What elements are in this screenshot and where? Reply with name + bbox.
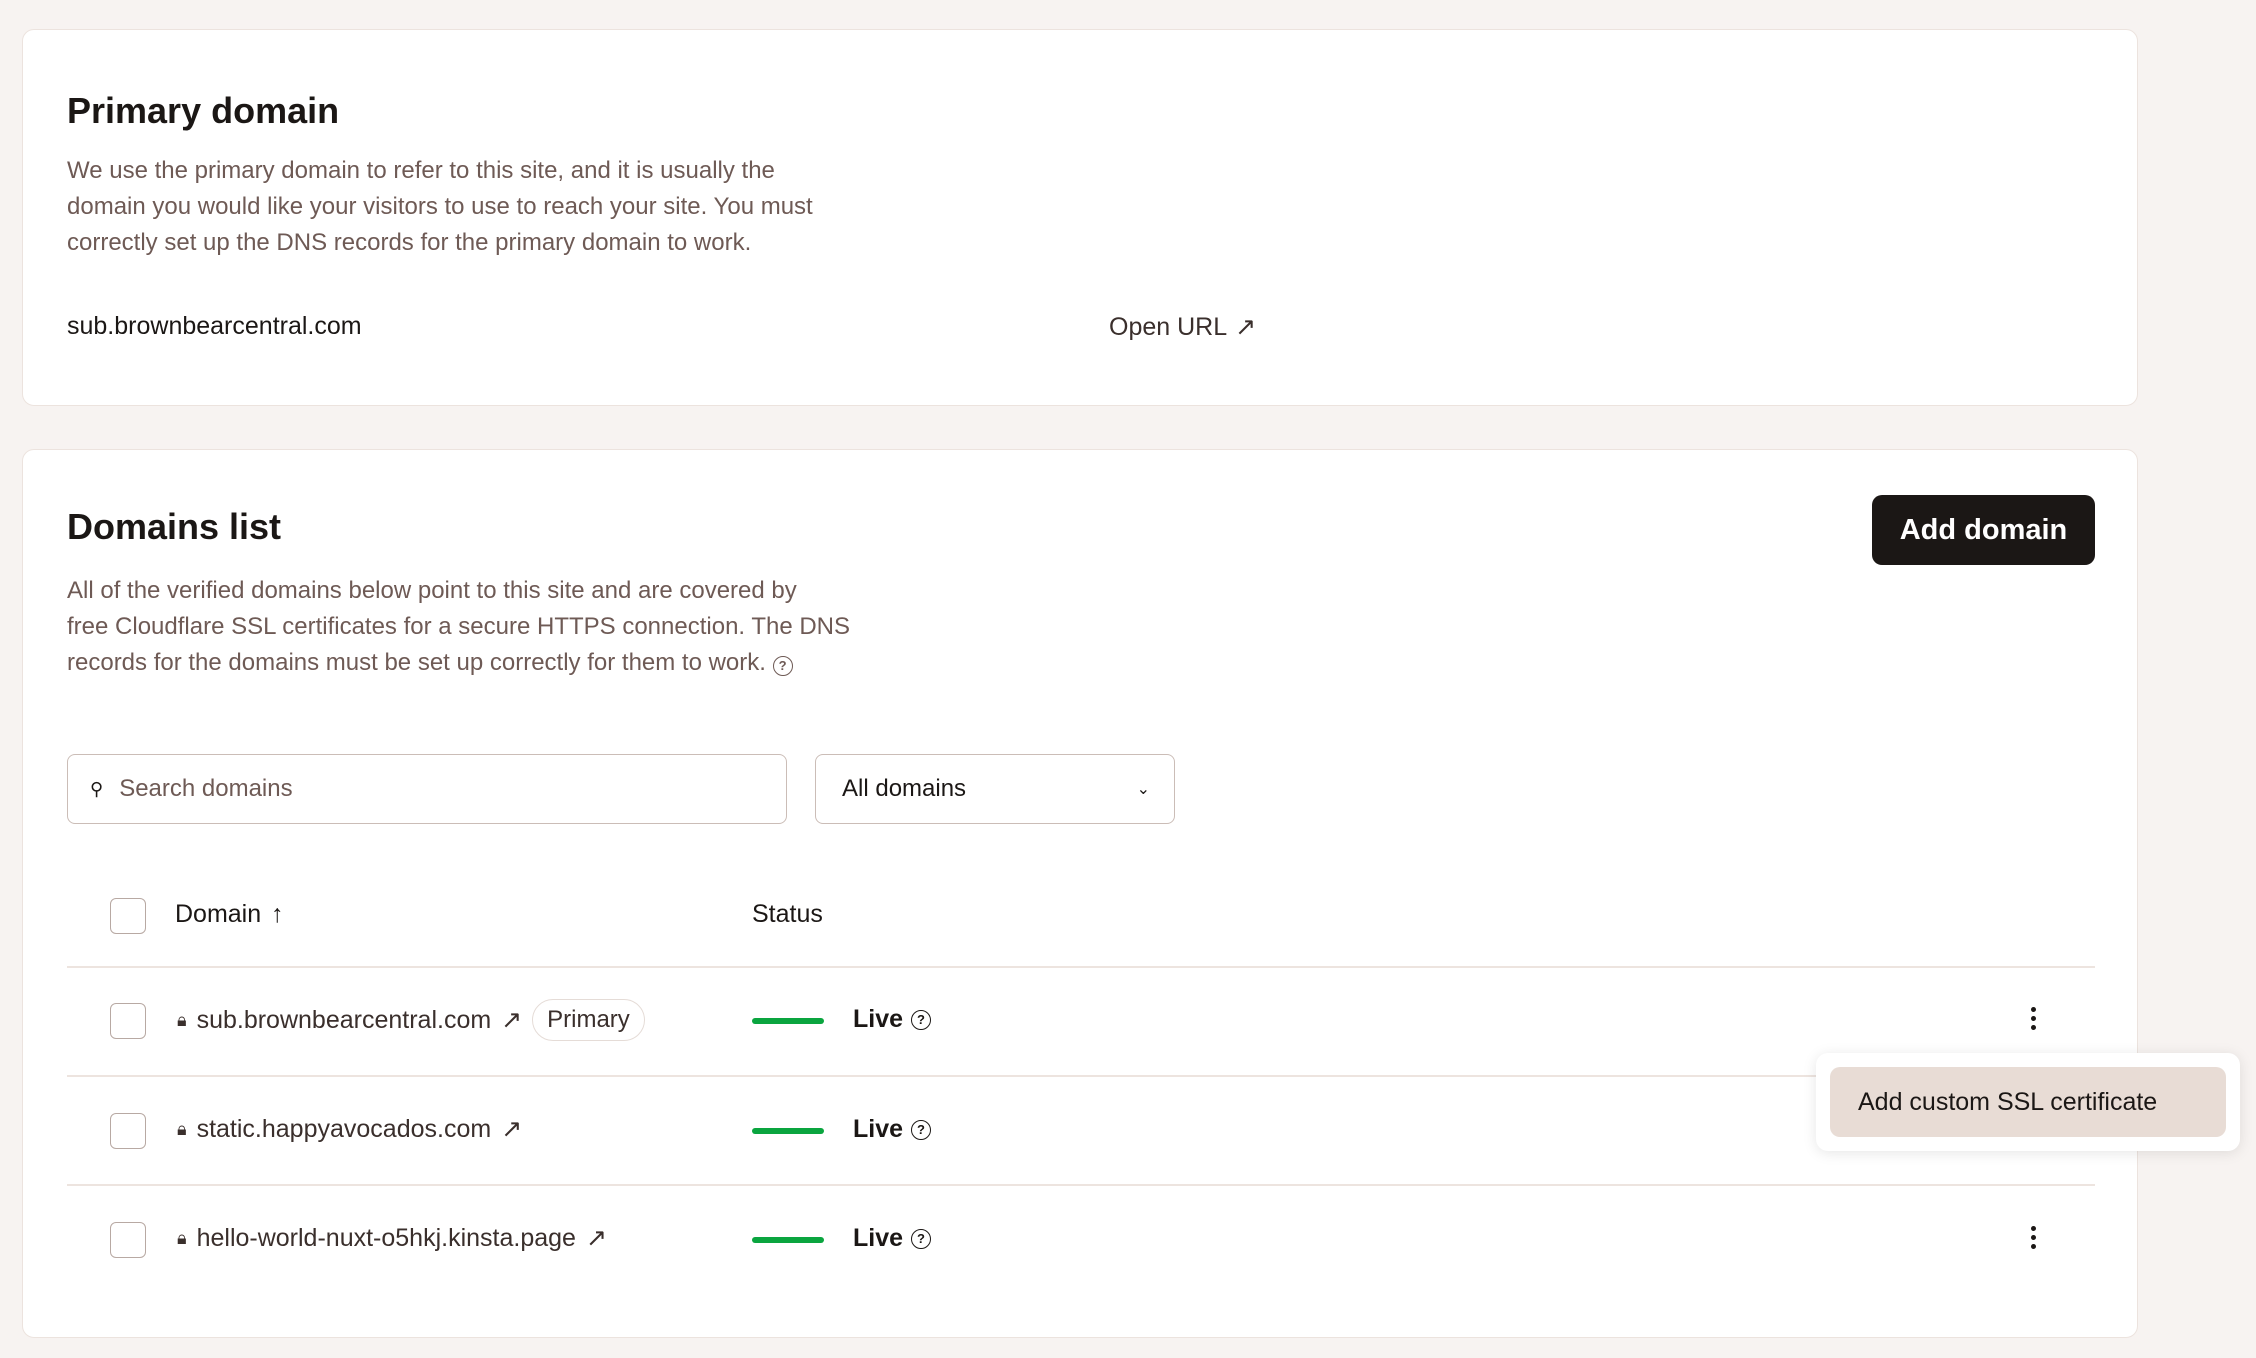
table-row: 🔒︎ static.happyavocados.com ↗ xyxy=(177,1114,522,1144)
search-icon: ⚲ xyxy=(90,778,104,799)
desc-line: All of the verified domains below point … xyxy=(67,577,797,604)
lock-icon: 🔒︎ xyxy=(177,1009,187,1030)
more-options-icon[interactable] xyxy=(2023,1226,2043,1249)
status-bar xyxy=(752,1018,824,1024)
more-options-icon[interactable] xyxy=(2023,1007,2043,1030)
desc-line: domain you would like your visitors to u… xyxy=(67,193,813,220)
open-url-link[interactable]: Open URL ↗ xyxy=(1109,312,1256,342)
add-domain-button[interactable]: Add domain xyxy=(1872,495,2095,565)
primary-domain-value: sub.brownbearcentral.com xyxy=(67,312,362,340)
desc-text: records for the domains must be set up c… xyxy=(67,649,766,676)
status-text: Live xyxy=(853,1224,904,1252)
row-checkbox[interactable] xyxy=(110,1222,146,1258)
status-bar xyxy=(752,1237,824,1243)
domain-link[interactable]: sub.brownbearcentral.com xyxy=(196,1005,492,1034)
divider xyxy=(67,1184,2095,1186)
search-placeholder: Search domains xyxy=(119,775,293,802)
primary-badge: Primary xyxy=(532,999,645,1041)
domains-list-description: All of the verified domains below point … xyxy=(67,573,1027,681)
desc-line: We use the primary domain to refer to th… xyxy=(67,157,775,184)
row-actions-menu: Add custom SSL certificate xyxy=(1816,1053,2240,1151)
domains-list-card: Domains list Add domain All of the verif… xyxy=(22,449,2138,1338)
domain-header-label: Domain xyxy=(175,900,262,928)
status-text: Live xyxy=(853,1115,904,1143)
row-checkbox[interactable] xyxy=(110,1003,146,1039)
status-text: Live xyxy=(853,1005,904,1033)
primary-domain-title: Primary domain xyxy=(67,90,340,131)
help-icon[interactable]: ? xyxy=(911,1228,932,1249)
lock-icon: 🔒︎ xyxy=(177,1118,187,1139)
row-checkbox[interactable] xyxy=(110,1113,146,1149)
desc-line: free Cloudflare SSL certificates for a s… xyxy=(67,613,851,640)
status-live: Live? xyxy=(853,1115,932,1144)
divider xyxy=(67,1075,2095,1077)
sort-arrow-icon: ↑ xyxy=(271,900,284,928)
divider xyxy=(67,966,2095,968)
external-link-icon: ↗ xyxy=(1235,313,1257,341)
desc-line: correctly set up the DNS records for the… xyxy=(67,229,752,256)
chevron-down-icon: ⌄ xyxy=(1136,781,1150,798)
column-header-status: Status xyxy=(752,900,823,928)
help-icon[interactable]: ? xyxy=(772,656,793,676)
column-header-domain[interactable]: Domain ↑ xyxy=(175,900,284,929)
domains-list-title: Domains list xyxy=(67,506,282,547)
domain-link[interactable]: hello-world-nuxt-o5hkj.kinsta.page xyxy=(196,1223,576,1252)
external-link-icon[interactable]: ↗ xyxy=(585,1224,607,1252)
search-input[interactable]: ⚲ Search domains xyxy=(67,754,787,824)
status-live: Live? xyxy=(853,1224,932,1253)
primary-domain-card: Primary domain We use the primary domain… xyxy=(22,29,2138,406)
table-row: 🔒︎ sub.brownbearcentral.com ↗ Primary xyxy=(177,999,645,1041)
lock-icon: 🔒︎ xyxy=(177,1227,187,1248)
status-live: Live? xyxy=(853,1005,932,1034)
domain-link[interactable]: static.happyavocados.com xyxy=(196,1114,492,1143)
desc-line: records for the domains must be set up c… xyxy=(67,645,1027,681)
external-link-icon[interactable]: ↗ xyxy=(501,1006,523,1034)
domain-filter-select[interactable]: All domains ⌄ xyxy=(815,754,1175,824)
help-icon[interactable]: ? xyxy=(911,1119,932,1140)
status-bar xyxy=(752,1128,824,1134)
table-row: 🔒︎ hello-world-nuxt-o5hkj.kinsta.page ↗ xyxy=(177,1223,607,1253)
filter-value: All domains xyxy=(842,775,967,802)
external-link-icon[interactable]: ↗ xyxy=(501,1115,523,1143)
help-icon[interactable]: ? xyxy=(911,1009,932,1030)
primary-domain-description: We use the primary domain to refer to th… xyxy=(67,153,967,261)
select-all-checkbox[interactable] xyxy=(110,898,146,934)
menu-item-add-custom-ssl[interactable]: Add custom SSL certificate xyxy=(1830,1067,2226,1137)
open-url-label: Open URL xyxy=(1109,312,1228,341)
